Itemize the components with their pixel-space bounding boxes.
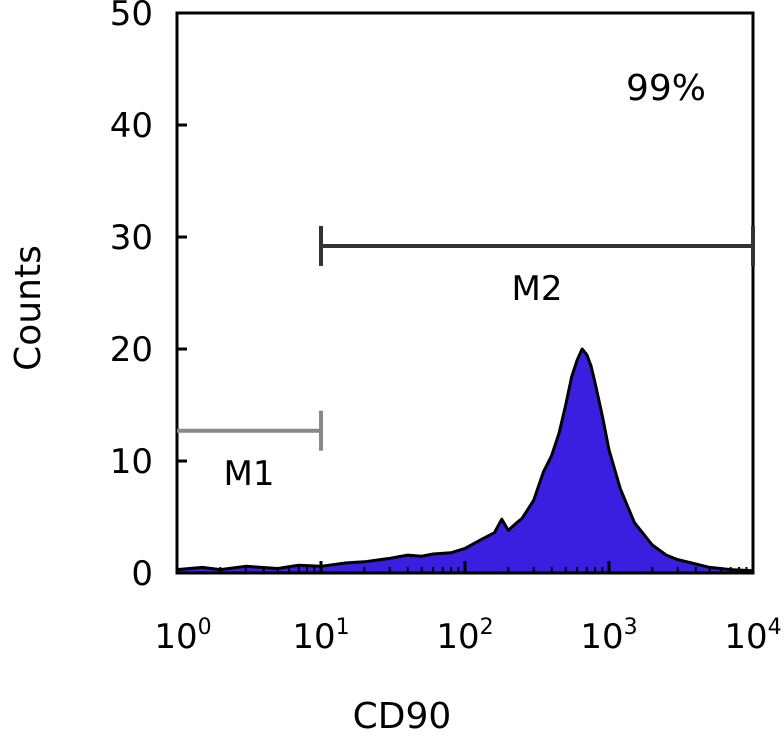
x-tick-label: 103 (580, 615, 637, 657)
y-axis-title: Counts (8, 245, 49, 371)
x-tick-label: 104 (724, 615, 781, 657)
y-tick-layer: 0 10 20 30 40 50 (110, 0, 187, 594)
gate-m1-label: M1 (224, 454, 275, 494)
gate-m2-label: M2 (512, 269, 563, 309)
x-tick-label: 100 (154, 615, 211, 657)
histogram-area-layer (175, 347, 755, 575)
x-tick-label: 102 (436, 615, 493, 657)
x-axis-title: CD90 (353, 696, 452, 737)
gate-layer: M1 M2 (177, 225, 755, 494)
histogram-area-0 (175, 347, 755, 575)
x-tick-label: 101 (292, 615, 349, 657)
percentage-annotation: 99% (626, 68, 706, 109)
y-tick-label: 40 (110, 106, 153, 146)
x-tick-layer: 100 101 102 103 104 (154, 561, 782, 657)
y-tick-label: 10 (110, 442, 153, 482)
y-tick-label: 30 (110, 218, 153, 258)
y-tick-label: 20 (110, 330, 153, 370)
y-tick-label: 50 (110, 0, 153, 34)
y-tick-label: 0 (131, 554, 153, 594)
